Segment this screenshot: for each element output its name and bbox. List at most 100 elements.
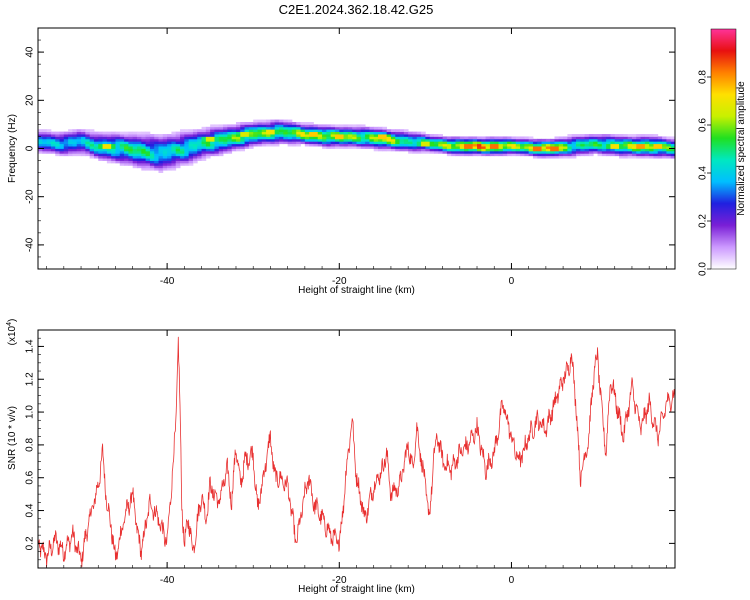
spectrogram-cell [85, 129, 91, 133]
spectrogram-cell [154, 136, 159, 140]
spectrogram-cell [614, 134, 620, 137]
spectrogram-cell [532, 150, 538, 154]
spectrogram-cell [657, 143, 663, 147]
spectrogram-cell [309, 121, 314, 125]
spectrogram-cell [167, 143, 172, 147]
spectrogram-cell [416, 138, 422, 142]
spectrogram-cell [558, 148, 564, 152]
spectrogram-cell [227, 126, 233, 130]
spectrogram-cell [649, 138, 654, 142]
spectrogram-cell [382, 138, 388, 142]
spectrogram-cell [390, 138, 396, 142]
spectrogram-cell [446, 136, 452, 140]
spectrogram-cell [257, 143, 263, 147]
spectrogram-cell [334, 141, 340, 145]
spectrogram-cell [481, 146, 487, 149]
spectrogram-cell [623, 150, 629, 154]
spectrogram-cell [352, 138, 357, 142]
spectrogram-cell [631, 155, 637, 159]
spectrogram-cell [317, 141, 323, 145]
spectrogram-cell [343, 129, 349, 133]
spectrogram-cell [72, 141, 78, 145]
spectrogram-cell [455, 136, 461, 140]
spectrogram-cell [382, 146, 388, 149]
spectrogram-cell [128, 138, 134, 142]
spectrogram-cell [111, 148, 116, 152]
spectrogram-cell [149, 153, 155, 157]
spectrogram-cell [50, 134, 56, 137]
spectrogram-cell [334, 126, 340, 130]
spectrogram-cell [128, 141, 134, 145]
spectrogram-cell [326, 129, 332, 133]
spectrogram-x-tick-label: -20 [332, 276, 347, 287]
spectrogram-cell [580, 148, 586, 152]
spectrogram-cell [85, 141, 91, 145]
spectrogram-cell [433, 136, 439, 140]
spectrogram-cell [214, 141, 220, 145]
spectrogram-cell [162, 165, 168, 169]
spectrogram-cell [197, 131, 202, 135]
spectrogram-cell [502, 143, 508, 147]
spectrogram-cell [201, 134, 207, 137]
spectrogram-cell [89, 141, 95, 145]
spectrogram-cell [72, 148, 78, 152]
spectrogram-cell [623, 143, 629, 147]
spectrogram-cell [601, 148, 607, 152]
spectrogram-cell [429, 143, 435, 147]
spectrogram-cell [162, 153, 168, 157]
spectrogram-cell [403, 131, 409, 135]
spectrogram-cell [291, 124, 297, 128]
spectrogram-cell [446, 146, 452, 149]
spectrogram-cell [507, 153, 512, 157]
spectrogram-cell [132, 131, 138, 135]
spectrogram-cell [451, 146, 456, 149]
spectrogram-cell [356, 131, 362, 135]
spectrogram-cell [42, 148, 47, 152]
spectrogram-cell [343, 146, 349, 149]
spectrogram-cell [489, 136, 495, 140]
spectrogram-cell [343, 124, 349, 128]
spectrogram-cell [606, 134, 611, 137]
spectrogram-cell [472, 138, 478, 142]
spectrogram-cell [636, 148, 641, 152]
spectrogram-cell [240, 146, 245, 149]
spectrogram-cell [322, 146, 327, 149]
spectrogram-cell [128, 134, 134, 137]
spectrogram-cell [494, 146, 499, 149]
spectrogram-cell [68, 143, 73, 147]
spectrogram-cell [627, 150, 633, 154]
spectrogram-cell [464, 143, 469, 147]
spectrogram-cell [511, 138, 517, 142]
spectrogram-cell [464, 153, 469, 157]
spectrogram-cell [477, 143, 482, 147]
spectrogram-cell [218, 124, 224, 128]
spectrogram-cell [502, 146, 508, 149]
spectrogram-cell [192, 153, 198, 157]
spectrogram-cell [502, 141, 508, 145]
spectrogram-cell [365, 143, 370, 147]
spectrogram-cell [468, 146, 474, 149]
spectrogram-cell [235, 138, 241, 142]
spectrogram-cell [567, 153, 573, 157]
spectrogram-cell [610, 150, 616, 154]
spectrogram-cell [507, 141, 512, 145]
spectrogram-cell [201, 141, 207, 145]
spectrogram-cell [162, 160, 168, 164]
spectrogram-cell [360, 131, 366, 135]
spectrogram-cell [192, 141, 198, 145]
spectrogram-cell [489, 143, 495, 147]
spectrogram-cell [111, 136, 116, 140]
spectrogram-cell [205, 134, 211, 137]
spectrogram-cell [158, 170, 164, 173]
spectrogram-cell [128, 158, 134, 161]
spectrogram-cell [313, 136, 319, 140]
spectrogram-cell [188, 131, 194, 135]
spectrogram-cell [601, 143, 607, 147]
spectrogram-cell [657, 141, 663, 145]
snr-y-axis-label: SNR (10 * v/v) [7, 406, 18, 470]
spectrogram-cell [274, 129, 280, 133]
spectrogram-cell [274, 119, 280, 123]
spectrogram-cell [408, 138, 413, 142]
spectrogram-cell [356, 136, 362, 140]
